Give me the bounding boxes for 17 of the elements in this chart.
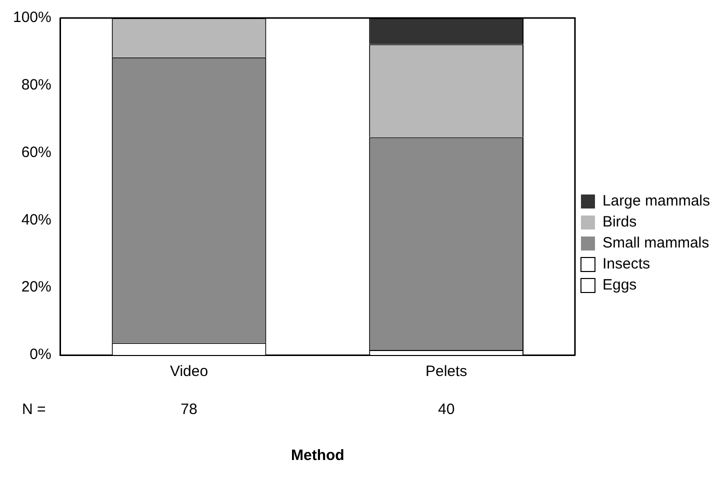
y-tick-label: 100%: [12, 9, 52, 26]
text: 78: [180, 401, 198, 418]
legend-label: Large mammals: [602, 192, 710, 210]
legend-label: Eggs: [602, 276, 637, 294]
x-tick-label: Pelets: [425, 363, 468, 380]
legend-label: Small mammals: [602, 234, 710, 252]
y-tick-label: 40%: [21, 211, 52, 228]
text: N =: [22, 401, 46, 418]
x-tick-label: Video: [170, 363, 208, 380]
text: 40: [438, 401, 455, 418]
y-tick-label: 0%: [30, 346, 52, 364]
x-axis-title: Method: [291, 447, 344, 464]
legend-label: Insects: [602, 256, 650, 273]
legend-label: Birds: [602, 214, 637, 231]
y-tick-label: 20%: [21, 278, 52, 296]
y-tick-label: 60%: [21, 144, 52, 161]
y-tick-label: 80%: [21, 76, 52, 94]
